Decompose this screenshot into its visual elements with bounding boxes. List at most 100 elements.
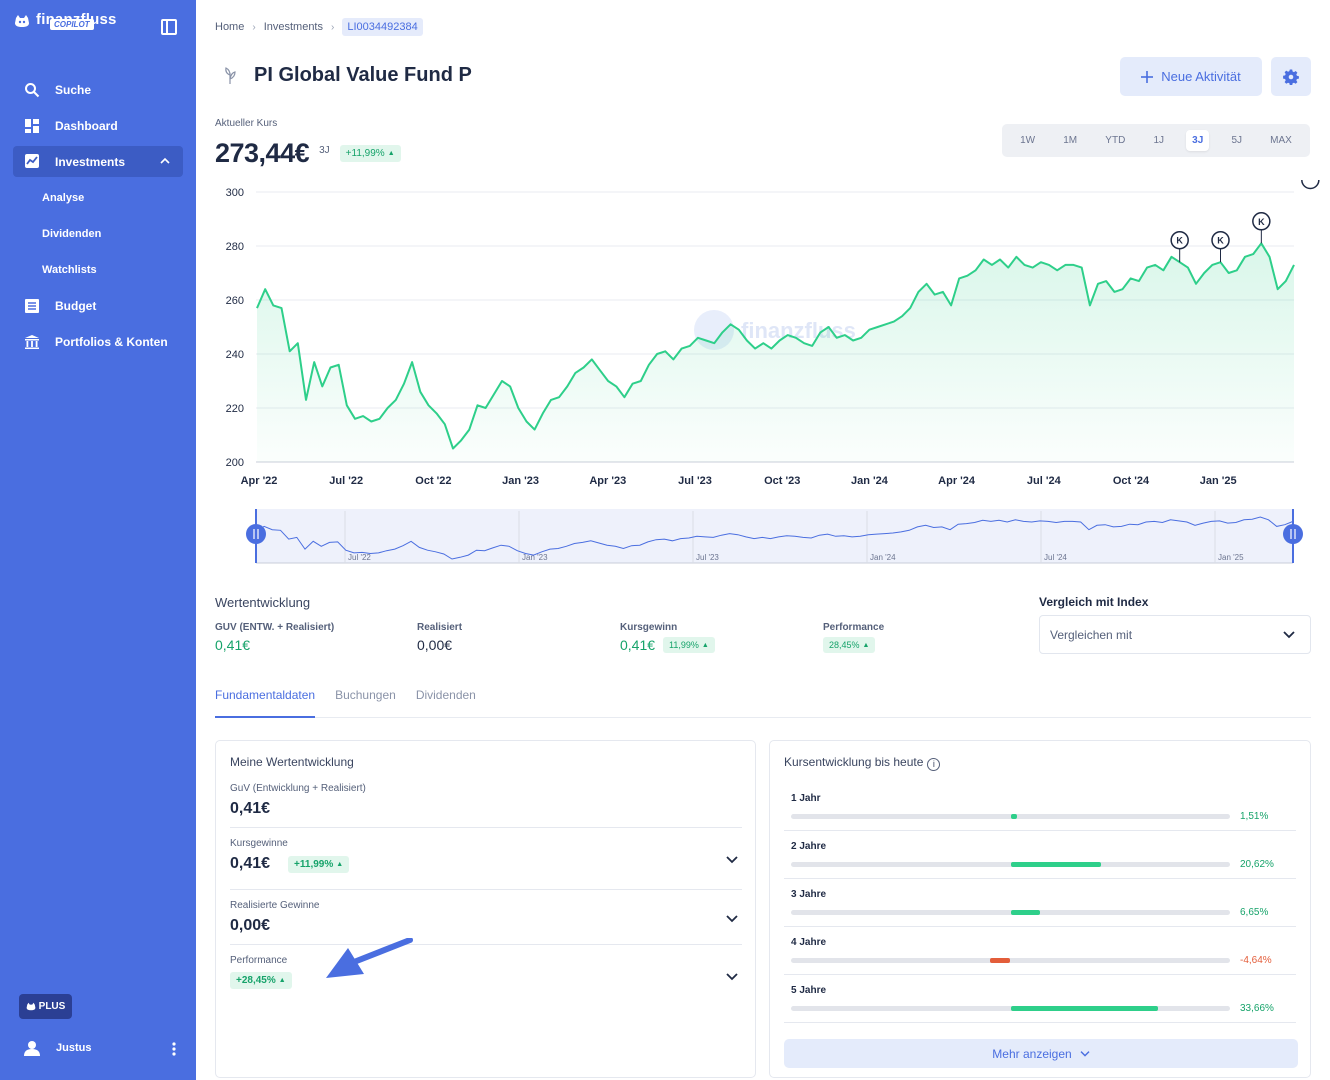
metric-value-row: 28,45% ▲ xyxy=(823,637,884,653)
navigator-handle-left[interactable] xyxy=(246,524,266,544)
trade-marker-label: K xyxy=(1307,180,1314,182)
sidebar-item-label: Budget xyxy=(55,299,97,313)
x-tick-label: Jul '24 xyxy=(1027,475,1062,487)
row-badge-value: +11,99% xyxy=(294,858,334,870)
chevron-down-icon[interactable] xyxy=(726,855,738,865)
breadcrumb-isin: LI0034492384 xyxy=(342,18,423,36)
sidebar-item-suche[interactable]: Suche xyxy=(0,72,196,108)
metric-value: 0,41€ xyxy=(620,637,656,653)
settings-button[interactable] xyxy=(1271,57,1311,96)
range-1w[interactable]: 1W xyxy=(1020,135,1036,146)
range-navigator[interactable]: Jul '22 Jan '23 Jul '23 Jan '24 Jul '24 Jan '… xyxy=(196,505,1330,570)
card-title-text: Kursentwicklung bis heute xyxy=(784,755,924,769)
kurs-bar-fill xyxy=(990,958,1011,963)
sidebar-item-investments[interactable]: Investments xyxy=(13,146,183,177)
navigator-line xyxy=(255,516,1294,560)
range-5j[interactable]: 5J xyxy=(1231,135,1243,146)
row-realisierte-gewinne[interactable]: Realisierte Gewinne 0,00€ xyxy=(230,900,742,945)
range-1j[interactable]: 1J xyxy=(1153,135,1165,146)
row-value: 0,00€ xyxy=(230,917,271,934)
sidebar-item-watchlists[interactable]: Watchlists xyxy=(42,264,97,276)
plus-icon xyxy=(1141,70,1154,83)
kurs-row: 1 Jahr 1,51% xyxy=(784,783,1296,831)
new-activity-button[interactable]: Neue Aktivität xyxy=(1120,57,1262,96)
kursentwicklung-card: Kursentwicklung bis heute i 1 Jahr 1,51% 2 … xyxy=(769,740,1311,1078)
navigator-tick-label: Jul '24 xyxy=(1044,553,1067,562)
row-kursgewinne[interactable]: Kursgewinne 0,41€ +11,99% ▲ xyxy=(230,838,742,890)
price-chart[interactable]: 300 280 260 240 220 200 Apr '22 Jul '22 Oct '22 J… xyxy=(196,180,1330,490)
x-tick-label: Apr '22 xyxy=(241,475,278,487)
page-header: PI Global Value Fund P xyxy=(222,64,472,87)
metric-realisiert: Realisiert 0,00€ xyxy=(417,622,462,653)
price-value: 273,44€ xyxy=(215,138,310,168)
gear-icon xyxy=(1283,69,1299,85)
tab-fundamentaldaten[interactable]: Fundamentaldaten xyxy=(215,688,316,718)
x-tick-label: Apr '23 xyxy=(589,475,626,487)
tab-buchungen[interactable]: Buchungen xyxy=(335,688,396,702)
plus-label: PLUS xyxy=(38,1001,66,1012)
info-icon[interactable]: i xyxy=(927,758,941,771)
trade-marker[interactable] xyxy=(1252,212,1271,231)
breadcrumb-home[interactable]: Home xyxy=(215,21,245,33)
metric-badge-value: 11,99% xyxy=(669,640,699,650)
navigator-tick-label: Jul '23 xyxy=(696,553,719,562)
triangle-up-icon: ▲ xyxy=(336,860,344,868)
chevron-up-icon[interactable] xyxy=(160,156,170,166)
plus-badge[interactable]: PLUS xyxy=(19,994,72,1019)
tab-dividenden[interactable]: Dividenden xyxy=(415,688,476,702)
range-max[interactable]: MAX xyxy=(1270,135,1292,146)
sidebar-toggle-icon[interactable] xyxy=(161,19,177,35)
fund-leaf-icon xyxy=(225,66,236,84)
kurs-row-value: 20,62% xyxy=(1240,859,1274,870)
sidebar-item-label: Dashboard xyxy=(55,119,118,133)
dashboard-icon xyxy=(25,119,39,133)
breadcrumb-investments[interactable]: Investments xyxy=(263,21,323,33)
sidebar-item-portfolios[interactable]: Portfolios & Konten xyxy=(0,324,196,360)
card-title: Kursentwicklung bis heute i xyxy=(784,755,941,771)
more-vertical-icon[interactable] xyxy=(172,1042,176,1056)
chevron-down-icon[interactable] xyxy=(726,914,738,924)
sidebar-item-dividenden[interactable]: Dividenden xyxy=(42,228,102,240)
range-selector: 1W 1M YTD 1J 3J 5J MAX xyxy=(1002,124,1310,157)
kurs-row: 3 Jahre 6,65% xyxy=(784,879,1296,927)
show-more-button[interactable]: Mehr anzeigen xyxy=(784,1039,1298,1068)
y-tick-label: 280 xyxy=(226,241,244,253)
price-line xyxy=(256,242,1295,450)
x-tick-label: Apr '24 xyxy=(938,475,976,487)
navigator-handle-right[interactable] xyxy=(1283,524,1303,544)
kurs-row: 5 Jahre 33,66% xyxy=(784,975,1296,1023)
breadcrumb: Home › Investments › LI0034492384 xyxy=(215,18,423,36)
kurs-row-value: 1,51% xyxy=(1240,811,1269,822)
y-tick-label: 200 xyxy=(226,457,244,469)
metric-badge: 11,99% ▲ xyxy=(663,637,715,653)
kurs-row-value: -4,64% xyxy=(1240,955,1272,966)
row-badge-value: +28,45% xyxy=(236,975,276,986)
trade-marker-label: K xyxy=(1176,236,1183,246)
sidebar-nav: Suche Dashboard Investments Analyse Divi… xyxy=(0,72,196,360)
trade-marker[interactable] xyxy=(1301,180,1320,190)
row-value-wrap: 0,41€ +11,99% ▲ xyxy=(230,855,742,873)
range-1m[interactable]: 1M xyxy=(1063,135,1078,146)
metric-value-row: 0,41€ 11,99% ▲ xyxy=(620,637,715,653)
range-3j[interactable]: 3J xyxy=(1186,130,1210,151)
trade-marker[interactable] xyxy=(1211,230,1230,250)
sidebar-item-budget[interactable]: Budget xyxy=(0,288,196,324)
sidebar-item-label: Portfolios & Konten xyxy=(55,335,168,349)
user-menu[interactable]: Justus xyxy=(24,1040,176,1056)
trade-marker[interactable] xyxy=(1170,230,1189,250)
sidebar-item-analyse[interactable]: Analyse xyxy=(42,192,85,204)
range-ytd[interactable]: YTD xyxy=(1105,135,1126,146)
chevron-right-icon: › xyxy=(331,21,335,33)
x-tick-label: Jan '25 xyxy=(1200,475,1237,487)
trend-icon xyxy=(25,154,39,168)
kurs-bar-track xyxy=(791,1006,1230,1011)
compare-index-select[interactable]: Vergleichen mit xyxy=(1039,615,1311,654)
sidebar-item-label: Suche xyxy=(55,83,92,97)
copilot-badge: COPILOT xyxy=(50,19,94,30)
sidebar-item-dashboard[interactable]: Dashboard xyxy=(0,108,196,144)
chevron-down-icon[interactable] xyxy=(726,972,738,982)
row-label: GuV (Entwicklung + Realisiert) xyxy=(230,783,366,794)
kurs-bar-fill xyxy=(1010,862,1102,867)
row-performance[interactable]: Performance +28,45% ▲ xyxy=(230,955,742,999)
search-icon xyxy=(25,83,40,98)
